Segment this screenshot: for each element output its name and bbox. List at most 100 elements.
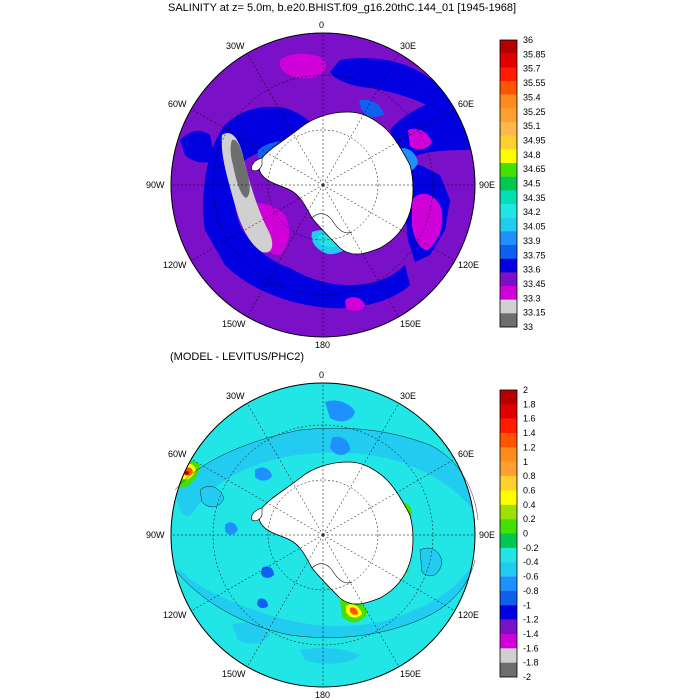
lon-label-60e: 60E: [458, 449, 474, 459]
difference-colorbar-swatch: [500, 633, 517, 649]
lon-label-0: 0: [319, 370, 324, 380]
lon-label-150w: 150W: [222, 319, 246, 329]
lon-label-30e: 30E: [400, 391, 416, 401]
difference-colorbar-swatch: [500, 418, 517, 434]
salinity-colorbar-swatch: [500, 176, 517, 191]
salinity-colorbar-swatch: [500, 299, 517, 314]
salinity-colorbar-label: 34.8: [523, 150, 541, 160]
salinity-colorbar-label: 33.9: [523, 236, 541, 246]
difference-colorbar-swatch: [500, 547, 517, 563]
difference-colorbar-swatch: [500, 476, 517, 491]
lon-label-90e: 90E: [479, 530, 495, 540]
difference-colorbar-frame: [499, 389, 518, 678]
salinity-colorbar-label: 34.95: [523, 135, 546, 145]
difference-colorbar-swatch: [500, 490, 517, 505]
salinity-colorbar-label: 33.45: [523, 279, 546, 289]
salinity-colorbar-label: 35.85: [523, 49, 546, 59]
lon-label-60e: 60E: [458, 99, 474, 109]
salinity-colorbar-swatch: [500, 313, 517, 328]
lon-label-90e: 90E: [479, 180, 495, 190]
map-boundary-2: [170, 382, 476, 688]
salinity-colorbar-label: 35.7: [523, 64, 541, 74]
salinity-colorbar-swatch: [500, 272, 517, 287]
salinity-colorbar-swatch: [500, 40, 517, 54]
salinity-colorbar-label: 33.6: [523, 265, 541, 275]
graticule: [171, 33, 475, 337]
lon-label-120w: 120W: [163, 610, 187, 620]
difference-colorbar-label: 1.8: [523, 399, 536, 409]
lon-label-30e: 30E: [400, 41, 416, 51]
difference-colorbar-swatch: [500, 662, 517, 678]
lon-label-180: 180: [315, 690, 330, 700]
difference-colorbar-label: 1.4: [523, 428, 536, 438]
difference-colorbar-label: -0.6: [523, 572, 539, 582]
salinity-colorbar-swatch: [500, 135, 517, 150]
salinity-colorbar-frame: [499, 39, 518, 328]
lon-label-150e: 150E: [400, 669, 421, 679]
salinity-colorbar-swatch: [500, 286, 517, 300]
salinity-colorbar-swatch: [500, 67, 517, 82]
lon-label-60w: 60W: [168, 99, 187, 109]
salinity-colorbar-swatch: [500, 94, 517, 109]
salinity-colorbar-swatch: [500, 122, 517, 136]
difference-colorbar-label: 1.6: [523, 414, 536, 424]
salinity-colorbar-swatch: [500, 53, 517, 68]
difference-colorbar-swatch: [500, 576, 517, 592]
salinity-colorbar: 36 35.85 35.7 35.55 35.4 35.25 35.1 34.95 34.8 34…: [499, 35, 546, 332]
difference-colorbar-label: 0.2: [523, 514, 536, 524]
lon-label-120w: 120W: [163, 260, 187, 270]
lon-label-30w: 30W: [226, 41, 245, 51]
salinity-colorbar-swatch: [500, 163, 517, 177]
salinity-colorbar-label: 34.5: [523, 179, 541, 189]
salinity-polar-map: 0 30E 60E 90E 120E 150E 180 150W 120W 90…: [146, 20, 546, 350]
difference-colorbar-label: -1: [523, 600, 531, 610]
antarctica-landmass: [258, 111, 414, 255]
salinity-colorbar-label: 33: [523, 322, 533, 332]
difference-colorbar-label: 0.8: [523, 471, 536, 481]
difference-colorbar-swatch: [500, 605, 517, 620]
salinity-colorbar-swatch: [500, 245, 517, 259]
difference-colorbar-label: -1.6: [523, 643, 539, 653]
difference-colorbar-label: -0.2: [523, 543, 539, 553]
antarctica-landmass-2: [258, 461, 414, 605]
map-title: SALINITY at z= 5.0m, b.e20.BHIST.f09_g16…: [168, 2, 517, 14]
lon-label-0: 0: [319, 20, 324, 30]
difference-colorbar-swatch: [500, 504, 517, 520]
lon-label-150w: 150W: [222, 669, 246, 679]
lon-label-90w: 90W: [146, 180, 165, 190]
difference-colorbar-swatch: [500, 648, 517, 663]
difference-colorbar-label: -1.4: [523, 629, 539, 639]
difference-colorbar-label: -1.2: [523, 615, 539, 625]
salinity-colorbar-label: 35.25: [523, 107, 546, 117]
difference-colorbar: 2 1.8 1.6 1.4 1.2 1 0.8 0.6 0.4 0.2 0 -0.2 -0.4 -0.6 -…: [499, 385, 539, 682]
salinity-colorbar-label: 35.4: [523, 92, 541, 102]
difference-colorbar-label: -0.8: [523, 586, 539, 596]
salinity-colorbar-swatch: [500, 81, 517, 95]
salinity-colorbar-swatch: [500, 190, 517, 205]
graticule-2: [171, 383, 475, 687]
map-subtitle-difference: (MODEL - LEVITUS/PHC2): [170, 351, 305, 363]
salinity-colorbar-swatch: [500, 149, 517, 164]
map-boundary: [170, 32, 476, 338]
salinity-colorbar-label: 34.2: [523, 207, 541, 217]
lon-label-60w: 60W: [168, 449, 187, 459]
lon-label-150e: 150E: [400, 319, 421, 329]
salinity-colorbar-label: 34.35: [523, 193, 546, 203]
lon-label-30w: 30W: [226, 391, 245, 401]
salinity-colorbar-label: 35.55: [523, 78, 546, 88]
difference-colorbar-label: -2: [523, 672, 531, 682]
difference-colorbar-swatch: [500, 404, 517, 419]
difference-colorbar-label: 1: [523, 457, 528, 467]
lon-label-90w: 90W: [146, 530, 165, 540]
difference-colorbar-swatch: [500, 390, 517, 405]
difference-colorbar-label: 2: [523, 385, 528, 395]
difference-colorbar-swatch: [500, 447, 517, 462]
difference-colorbar-label: -0.4: [523, 557, 539, 567]
difference-colorbar-label: 0.4: [523, 500, 536, 510]
difference-colorbar-label: 1.2: [523, 442, 536, 452]
lon-label-120e: 120E: [458, 260, 479, 270]
salinity-colorbar-label: 33.3: [523, 293, 541, 303]
difference-colorbar-label: 0: [523, 529, 528, 539]
salinity-colorbar-swatch: [500, 258, 517, 273]
difference-colorbar-swatch: [500, 590, 517, 606]
